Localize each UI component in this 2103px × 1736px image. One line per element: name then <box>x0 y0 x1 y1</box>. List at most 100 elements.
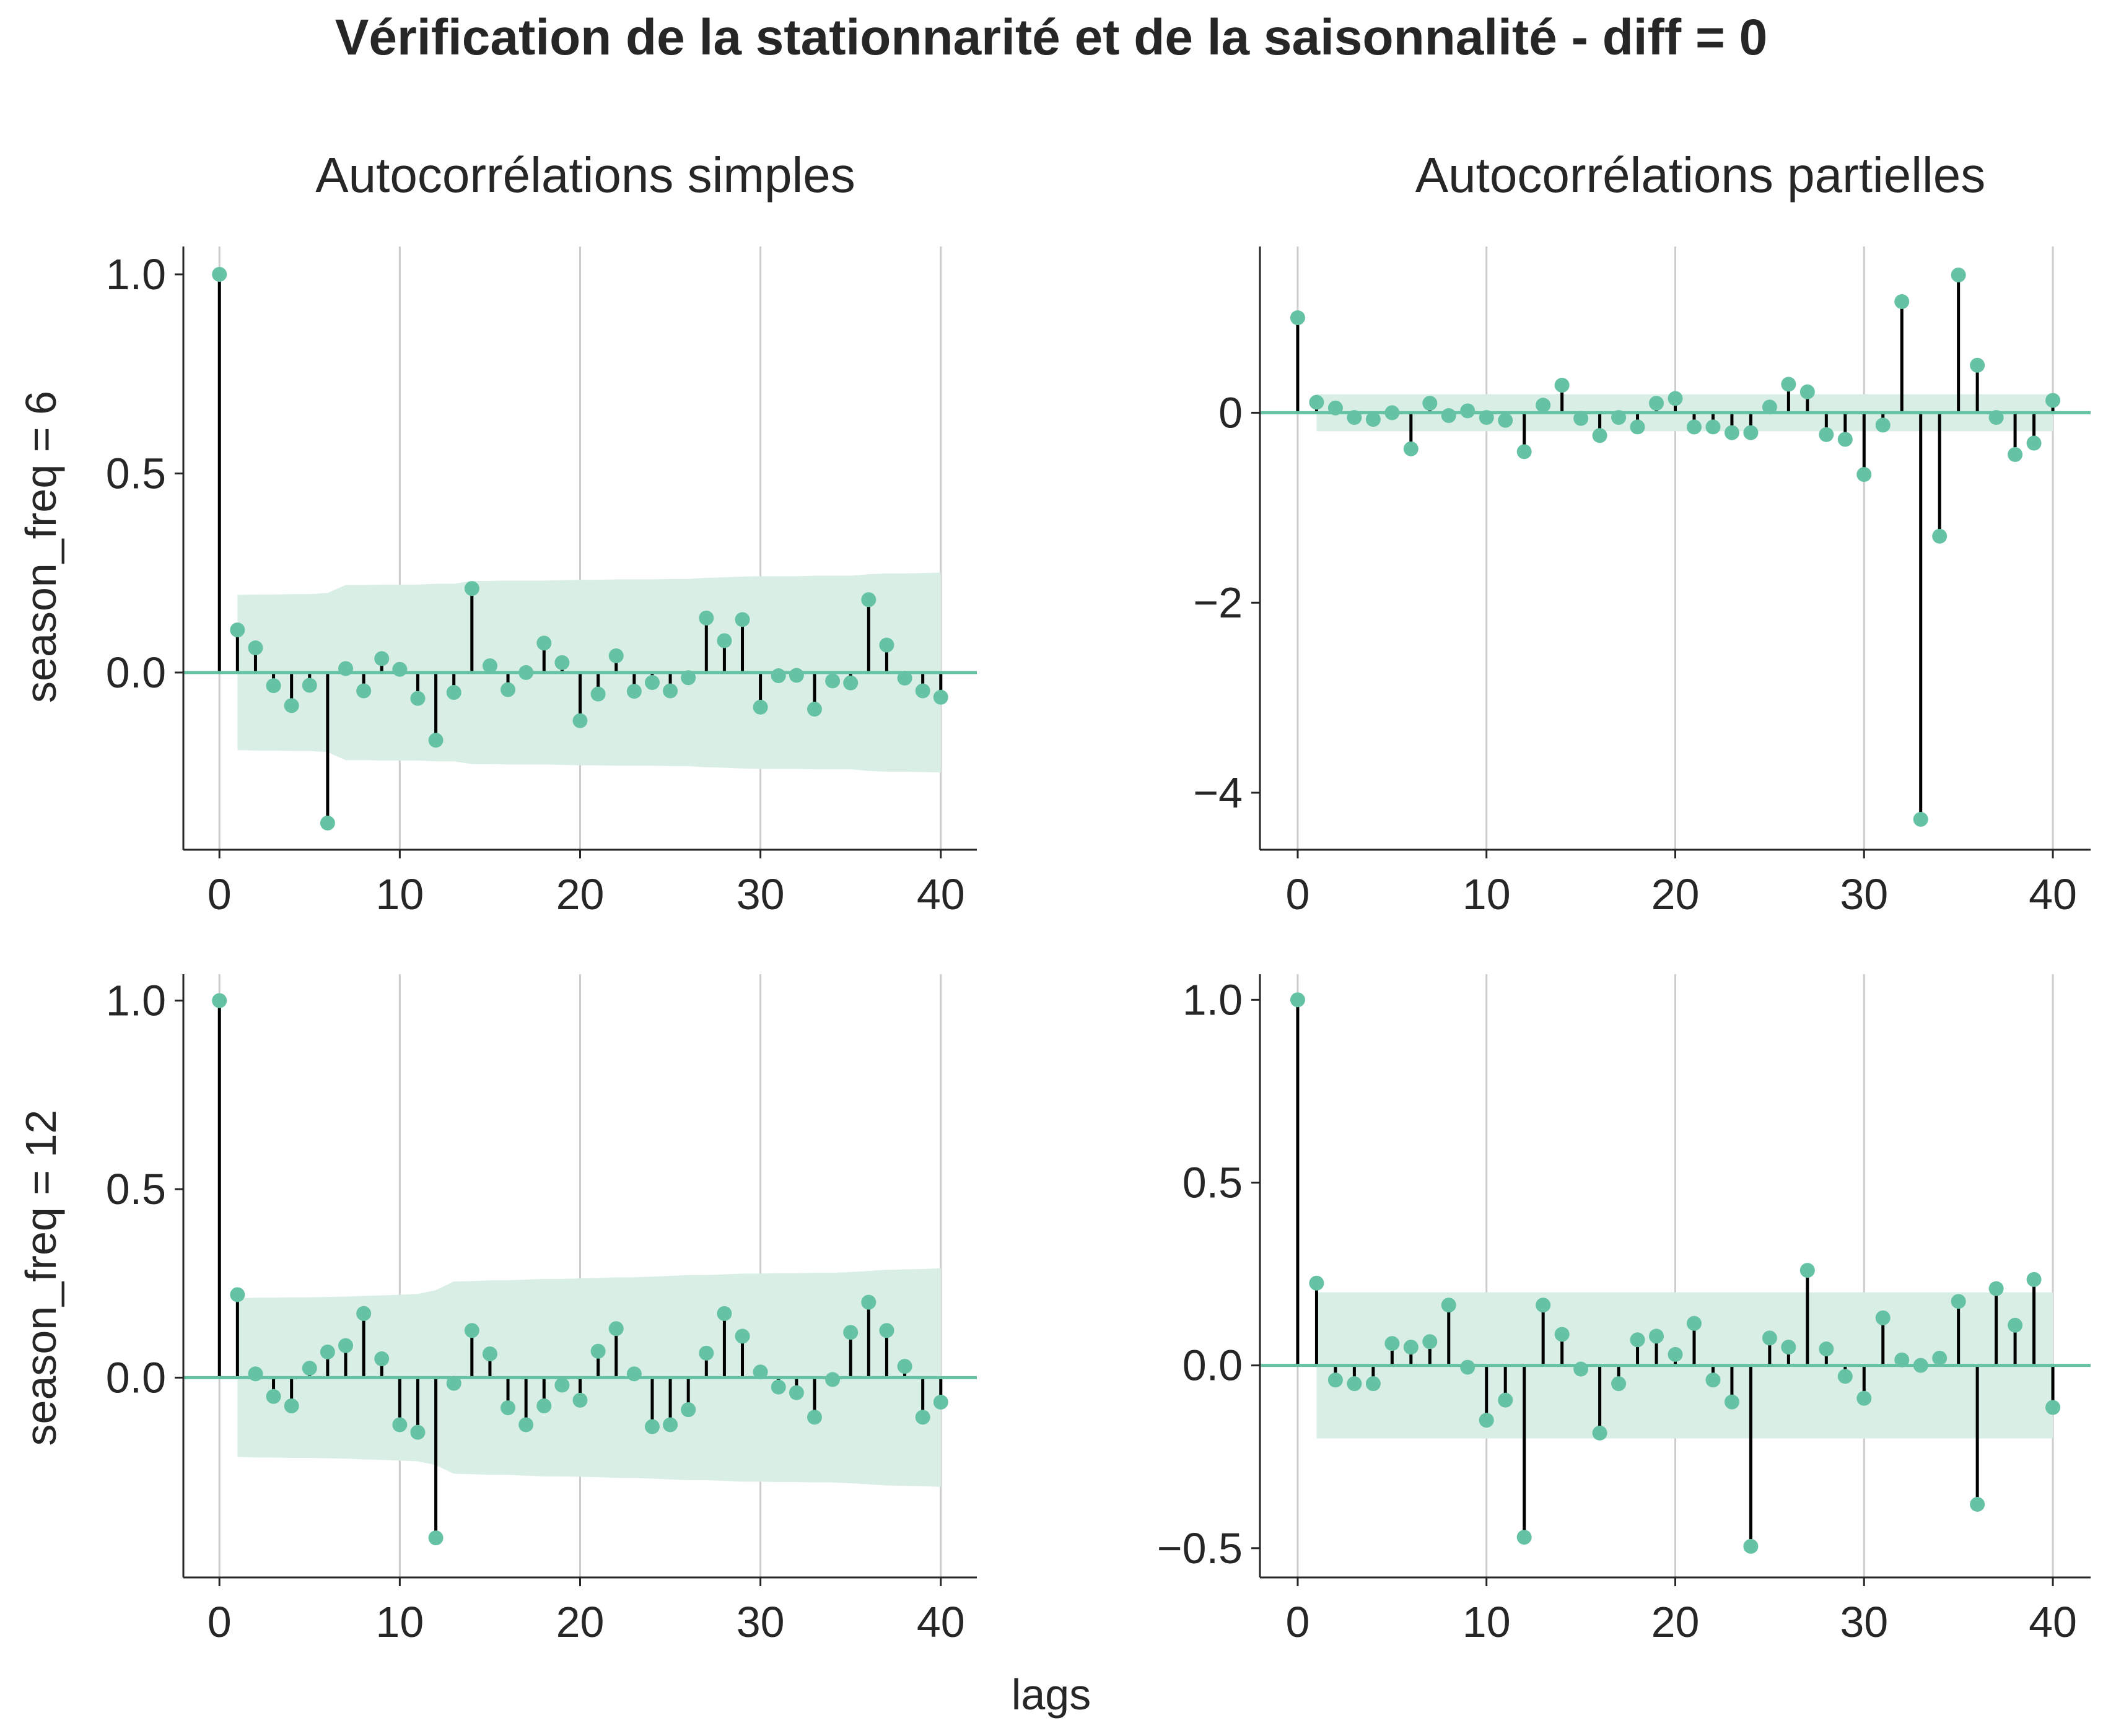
data-point <box>1932 528 1948 544</box>
y-tick-label: −4 <box>1193 769 1243 817</box>
data-point <box>1875 1310 1891 1325</box>
data-point <box>2045 393 2061 408</box>
data-point <box>1327 400 1343 416</box>
data-point <box>1724 425 1739 440</box>
data-point <box>284 1398 299 1414</box>
y-tick-label: 1.0 <box>1183 975 1243 1024</box>
data-point <box>590 686 606 702</box>
x-tick-label: 0 <box>1285 870 1309 918</box>
data-point <box>735 612 750 627</box>
data-point <box>248 640 263 656</box>
data-point <box>2026 1271 2042 1287</box>
data-point <box>482 658 497 673</box>
data-point <box>807 702 822 717</box>
data-point <box>554 1377 570 1393</box>
data-point <box>230 622 245 638</box>
data-point <box>302 678 317 693</box>
data-point <box>320 815 335 831</box>
data-point <box>248 1366 263 1382</box>
data-point <box>1290 992 1305 1008</box>
data-point <box>1309 1275 1324 1291</box>
data-point <box>2026 435 2042 451</box>
data-point <box>1365 1376 1381 1392</box>
data-point <box>482 1346 497 1362</box>
x-tick-label: 30 <box>1840 1598 1888 1646</box>
data-point <box>2008 1317 2023 1333</box>
data-point <box>861 592 877 608</box>
data-point <box>1856 467 1872 482</box>
data-point <box>1743 425 1759 440</box>
data-point <box>230 1287 245 1302</box>
data-point <box>501 1400 516 1416</box>
data-point <box>1592 428 1607 443</box>
data-point <box>428 733 444 748</box>
data-point <box>2008 447 2023 462</box>
data-point <box>1536 398 1551 413</box>
data-point <box>356 683 372 699</box>
x-tick-label: 0 <box>1285 1598 1309 1646</box>
data-point <box>1894 294 1910 309</box>
data-point <box>1649 396 1664 411</box>
data-point <box>374 651 390 666</box>
x-tick-label: 20 <box>1651 1598 1700 1646</box>
data-point <box>1743 1538 1759 1554</box>
data-point <box>1403 1340 1419 1355</box>
data-point <box>807 1410 822 1425</box>
data-point <box>897 670 912 686</box>
data-point <box>825 1372 841 1387</box>
data-point <box>1705 419 1721 435</box>
data-point <box>1781 377 1796 392</box>
data-point <box>1819 427 1834 442</box>
x-tick-label: 10 <box>1462 1598 1511 1646</box>
data-point <box>1554 377 1570 393</box>
y-tick-label: −2 <box>1193 578 1243 627</box>
data-point <box>518 1417 534 1433</box>
data-point <box>2045 1400 2061 1415</box>
y-tick-label: 0 <box>1218 388 1243 437</box>
data-point <box>1668 1346 1683 1362</box>
x-tick-label: 40 <box>917 870 965 918</box>
data-point <box>1611 1376 1627 1392</box>
x-tick-label: 0 <box>208 870 232 918</box>
x-tick-label: 20 <box>1651 870 1700 918</box>
data-point <box>1347 410 1362 425</box>
data-point <box>374 1351 390 1366</box>
data-point <box>1479 1413 1494 1428</box>
data-point <box>1988 1281 2004 1296</box>
data-point <box>1913 811 1928 827</box>
data-point <box>644 674 660 690</box>
data-point <box>915 1410 930 1425</box>
y-tick-label: 0.0 <box>1183 1341 1243 1390</box>
y-tick-label: 0.0 <box>106 648 166 697</box>
x-tick-label: 20 <box>556 1598 605 1646</box>
data-point <box>1611 410 1627 425</box>
data-point <box>1498 1392 1513 1408</box>
data-point <box>1384 1336 1400 1351</box>
data-point <box>212 267 227 282</box>
panel-acf-season-6: 0 10 20 30 40 1.0 0.5 0.0 <box>106 246 977 918</box>
data-point <box>1460 1359 1476 1375</box>
data-point <box>1649 1328 1664 1344</box>
data-point <box>1422 396 1438 411</box>
x-tick-label: 10 <box>375 870 424 918</box>
data-point <box>1951 1294 1966 1309</box>
data-point <box>1630 1332 1645 1348</box>
x-tick-label: 30 <box>1840 870 1888 918</box>
data-point <box>1365 412 1381 427</box>
column-title-acf: Autocorrélations simples <box>315 147 855 203</box>
data-point <box>1970 357 1985 373</box>
x-tick-label: 0 <box>208 1598 232 1646</box>
figure-title: Vérification de la stationnarité et de l… <box>335 9 1768 66</box>
data-point <box>663 1417 678 1433</box>
x-tick-label: 20 <box>556 870 605 918</box>
data-point <box>572 1392 588 1408</box>
data-point <box>1724 1394 1739 1410</box>
data-point <box>644 1419 660 1434</box>
data-point <box>572 713 588 728</box>
data-point <box>392 1417 408 1433</box>
row-label-season-12: season_freq = 12 <box>17 1110 65 1446</box>
data-point <box>771 668 786 684</box>
row-label-season-6: season_freq = 6 <box>17 391 65 703</box>
data-point <box>879 637 894 653</box>
data-point <box>392 661 408 677</box>
